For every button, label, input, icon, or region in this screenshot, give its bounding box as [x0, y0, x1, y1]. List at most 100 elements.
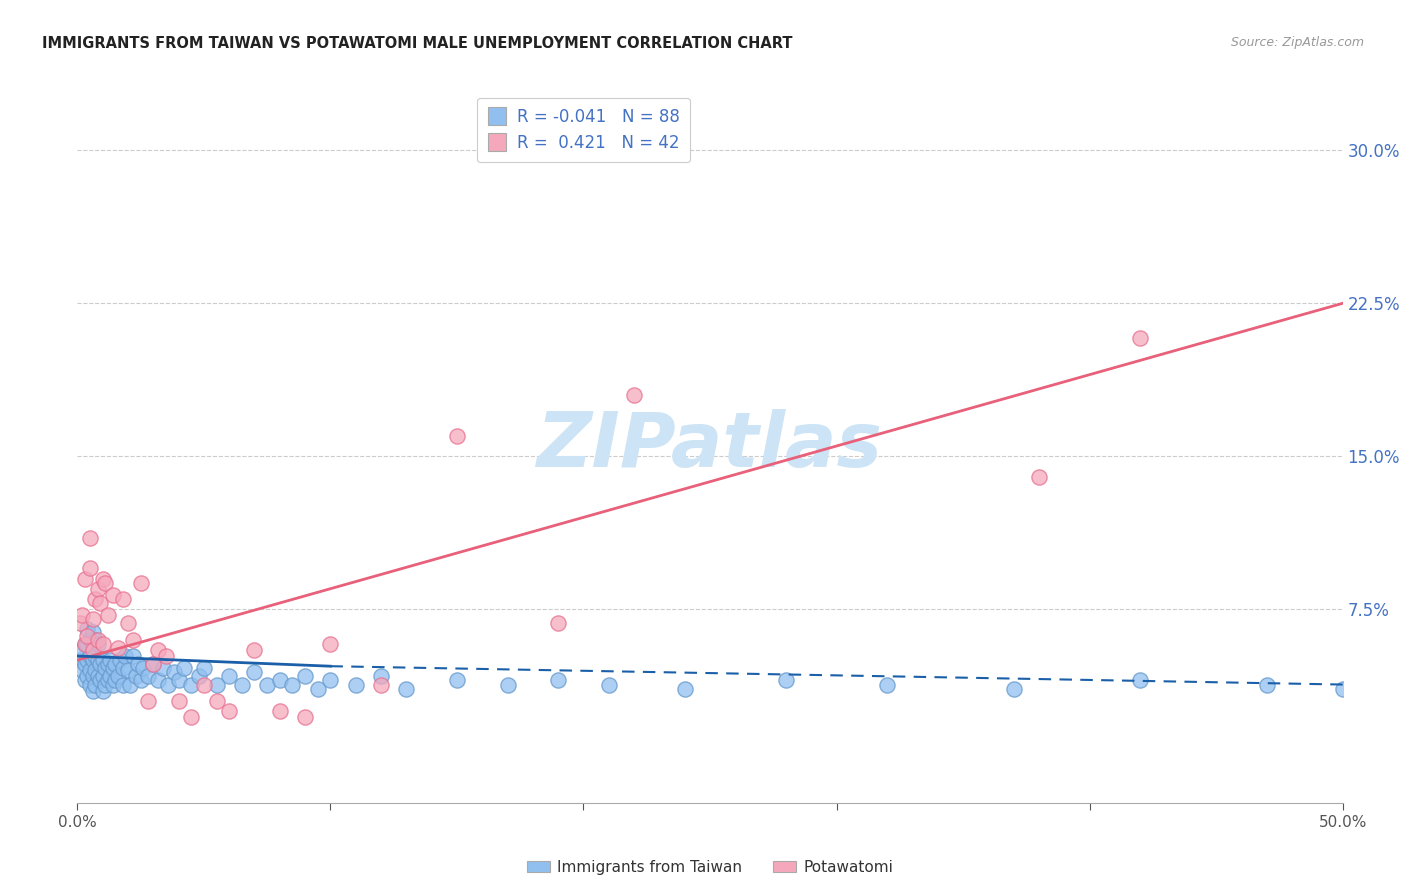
Point — [76, 637, 98, 651]
Point — [91, 653, 114, 667]
Point — [79, 648, 101, 663]
Point — [307, 681, 329, 696]
Point — [107, 669, 129, 683]
Point — [79, 531, 101, 545]
Point — [152, 661, 174, 675]
Point — [91, 669, 114, 683]
Point — [122, 632, 145, 647]
Point — [127, 657, 149, 672]
Point — [82, 643, 104, 657]
Point — [1331, 681, 1354, 696]
Point — [82, 639, 104, 653]
Point — [319, 637, 342, 651]
Point — [148, 643, 170, 657]
Point — [73, 572, 96, 586]
Point — [84, 663, 107, 677]
Point — [136, 694, 159, 708]
Point — [107, 640, 129, 655]
Point — [94, 661, 117, 675]
Point — [117, 616, 139, 631]
Point — [91, 637, 114, 651]
Point — [231, 677, 253, 691]
Point — [187, 669, 209, 683]
Point — [89, 596, 111, 610]
Point — [148, 673, 170, 688]
Point — [395, 681, 418, 696]
Point — [86, 632, 108, 647]
Point — [1129, 331, 1152, 345]
Point — [1002, 681, 1025, 696]
Point — [82, 669, 104, 683]
Point — [82, 624, 104, 639]
Point — [111, 677, 134, 691]
Point — [84, 648, 107, 663]
Point — [98, 653, 121, 667]
Point — [446, 673, 468, 688]
Text: Source: ZipAtlas.com: Source: ZipAtlas.com — [1230, 36, 1364, 49]
Point — [142, 657, 165, 672]
Point — [73, 673, 96, 688]
Point — [775, 673, 797, 688]
Point — [132, 661, 155, 675]
Point — [79, 677, 101, 691]
Point — [269, 673, 291, 688]
Point — [294, 710, 316, 724]
Point — [1028, 469, 1050, 483]
Point — [111, 591, 134, 606]
Point — [162, 665, 184, 680]
Point — [97, 608, 120, 623]
Point — [84, 591, 107, 606]
Point — [370, 669, 392, 683]
Point — [89, 673, 111, 688]
Point — [180, 677, 202, 691]
Point — [94, 575, 117, 590]
Point — [205, 677, 228, 691]
Point — [73, 657, 96, 672]
Point — [114, 648, 136, 663]
Point — [876, 677, 898, 691]
Point — [76, 653, 98, 667]
Point — [91, 683, 114, 698]
Point — [136, 669, 159, 683]
Point — [84, 632, 107, 647]
Point — [117, 663, 139, 677]
Point — [167, 694, 190, 708]
Point — [72, 643, 94, 657]
Point — [157, 677, 180, 691]
Point — [256, 677, 278, 691]
Point — [89, 657, 111, 672]
Point — [598, 677, 620, 691]
Point — [91, 572, 114, 586]
Point — [129, 673, 152, 688]
Point — [79, 632, 101, 647]
Point — [72, 663, 94, 677]
Point — [129, 575, 152, 590]
Point — [86, 637, 108, 651]
Point — [294, 669, 316, 683]
Point — [218, 704, 240, 718]
Point — [1129, 673, 1152, 688]
Point — [281, 677, 304, 691]
Point — [86, 669, 108, 683]
Point — [110, 653, 132, 667]
Point — [82, 683, 104, 698]
Point — [101, 588, 124, 602]
Point — [167, 673, 190, 688]
Point — [218, 669, 240, 683]
Point — [120, 677, 142, 691]
Point — [72, 608, 94, 623]
Point — [69, 616, 91, 631]
Point — [446, 429, 468, 443]
Point — [496, 677, 519, 691]
Point — [104, 657, 127, 672]
Point — [193, 677, 215, 691]
Point — [269, 704, 291, 718]
Point — [94, 677, 117, 691]
Point — [97, 673, 120, 688]
Point — [101, 677, 124, 691]
Point — [673, 681, 696, 696]
Text: ZIPatlas: ZIPatlas — [537, 409, 883, 483]
Point — [84, 677, 107, 691]
Point — [76, 629, 98, 643]
Point — [344, 677, 367, 691]
